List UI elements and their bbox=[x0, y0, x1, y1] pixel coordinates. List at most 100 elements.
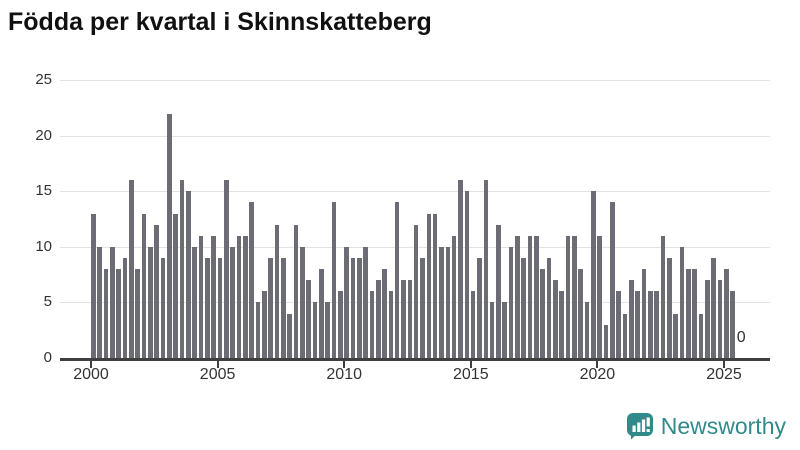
x-tick-label: 2000 bbox=[73, 366, 109, 383]
bar bbox=[660, 235, 666, 358]
bar bbox=[686, 269, 691, 358]
bar bbox=[622, 313, 628, 358]
bar bbox=[534, 235, 539, 358]
bar bbox=[679, 246, 685, 358]
bar bbox=[420, 258, 425, 358]
bar bbox=[280, 258, 286, 358]
bar bbox=[521, 258, 527, 358]
bar bbox=[122, 258, 128, 358]
bar bbox=[610, 202, 615, 358]
bar bbox=[698, 313, 704, 358]
bar bbox=[496, 224, 501, 358]
bar bbox=[217, 258, 223, 358]
bar bbox=[375, 280, 381, 358]
x-tick-label: 2025 bbox=[706, 366, 742, 383]
bar bbox=[274, 224, 280, 358]
bar bbox=[204, 258, 210, 358]
bar bbox=[388, 291, 394, 358]
bar bbox=[261, 291, 267, 358]
bar bbox=[464, 191, 470, 358]
bar bbox=[154, 224, 159, 358]
bar bbox=[306, 280, 311, 358]
bar bbox=[692, 269, 698, 358]
bar bbox=[173, 213, 178, 358]
bar bbox=[470, 291, 476, 358]
bar bbox=[325, 302, 330, 358]
bar bbox=[185, 191, 191, 358]
bar bbox=[350, 258, 356, 358]
bar bbox=[110, 246, 115, 358]
bar bbox=[489, 302, 495, 358]
bar bbox=[711, 258, 716, 358]
x-axis-tick bbox=[596, 361, 599, 368]
x-axis-tick bbox=[343, 361, 346, 368]
bar bbox=[724, 269, 729, 358]
bar bbox=[559, 291, 565, 358]
bar bbox=[369, 291, 375, 358]
y-tick-label: 15 bbox=[35, 182, 52, 200]
bar bbox=[477, 258, 482, 358]
bar bbox=[103, 269, 109, 358]
x-axis-tick bbox=[90, 361, 92, 368]
bar bbox=[572, 235, 577, 358]
bar bbox=[167, 113, 172, 358]
x-tick-label: 2015 bbox=[453, 366, 489, 383]
bar bbox=[249, 202, 254, 358]
bar bbox=[337, 291, 343, 358]
y-tick-label: 10 bbox=[35, 237, 52, 255]
bar bbox=[546, 258, 552, 358]
bar bbox=[331, 202, 337, 358]
y-tick-label: 20 bbox=[35, 126, 52, 144]
y-tick-label: 0 bbox=[43, 349, 52, 366]
bar bbox=[407, 280, 413, 358]
bar bbox=[502, 302, 508, 358]
bar bbox=[515, 235, 520, 358]
bar bbox=[223, 180, 229, 358]
bar bbox=[312, 302, 318, 358]
bar bbox=[141, 213, 147, 358]
bar bbox=[426, 213, 432, 358]
bar bbox=[597, 235, 603, 358]
bar bbox=[565, 235, 571, 358]
bar bbox=[356, 258, 362, 358]
bar bbox=[293, 224, 299, 358]
x-tick-label: 2010 bbox=[326, 366, 362, 383]
bar bbox=[236, 235, 242, 358]
bar bbox=[508, 246, 514, 358]
bar bbox=[255, 302, 261, 358]
bar bbox=[242, 235, 248, 358]
gridline bbox=[60, 135, 770, 137]
y-tick-label: 25 bbox=[35, 71, 52, 89]
bar bbox=[730, 291, 735, 358]
bar bbox=[129, 180, 134, 358]
bar bbox=[268, 258, 273, 358]
bar bbox=[192, 246, 197, 358]
bar bbox=[432, 213, 438, 358]
bar bbox=[344, 246, 349, 358]
bar bbox=[318, 269, 324, 358]
bar bbox=[451, 235, 457, 358]
bar bbox=[654, 291, 660, 358]
bar bbox=[629, 280, 634, 358]
gridline bbox=[60, 80, 770, 82]
newsworthy-logo: Newsworthy bbox=[626, 412, 786, 440]
bar bbox=[91, 213, 96, 358]
bar bbox=[616, 291, 622, 358]
y-tick-label: 5 bbox=[43, 293, 52, 311]
bar bbox=[401, 280, 406, 358]
bar bbox=[230, 246, 235, 358]
final-value-label: 0 bbox=[736, 329, 746, 346]
bar bbox=[635, 291, 641, 358]
bar bbox=[299, 246, 305, 358]
bar bbox=[413, 224, 419, 358]
bar bbox=[603, 324, 609, 358]
bar bbox=[445, 246, 451, 358]
x-axis-tick bbox=[723, 361, 725, 368]
x-axis-tick bbox=[216, 361, 219, 368]
bar bbox=[483, 180, 489, 358]
bar bbox=[553, 280, 558, 358]
gridline bbox=[60, 191, 770, 193]
bar bbox=[458, 180, 463, 358]
chart-title: Födda per kvartal i Skinnskatteberg bbox=[8, 8, 432, 36]
